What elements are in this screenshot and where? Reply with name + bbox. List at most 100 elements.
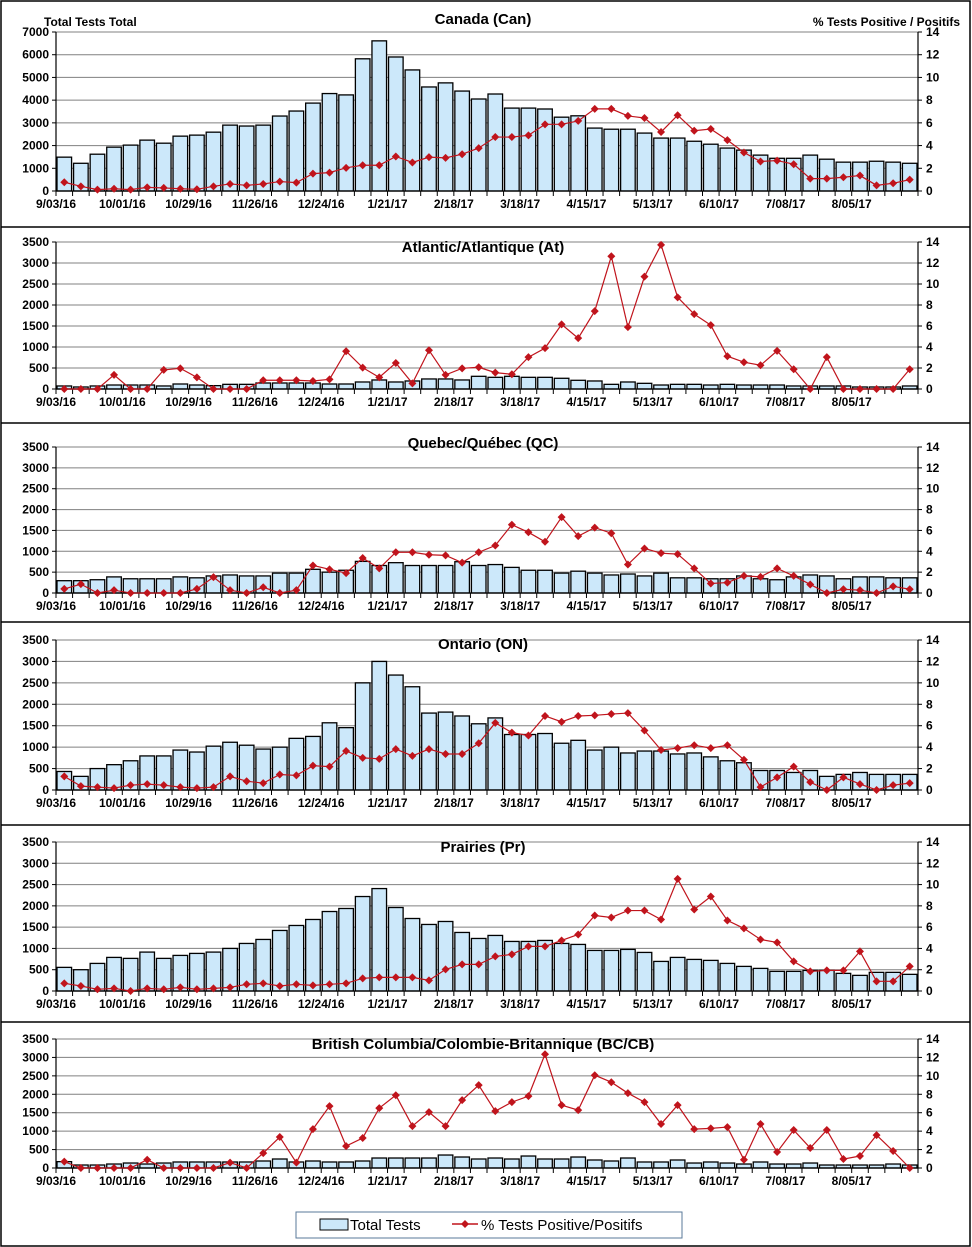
- marker-pct-positive: [159, 589, 168, 597]
- bar-total-tests: [619, 948, 636, 992]
- marker-pct-positive: [640, 1098, 649, 1107]
- x-tick-label: 10/01/16: [99, 395, 146, 409]
- x-tick-label: 7/08/17: [765, 395, 805, 409]
- x-tick-label: 6/10/17: [699, 1174, 739, 1188]
- marker-pct-positive: [391, 548, 400, 557]
- marker-pct-positive: [574, 116, 583, 125]
- marker-pct-positive: [657, 240, 666, 249]
- bar-total-tests: [371, 1157, 388, 1169]
- marker-pct-positive: [723, 578, 732, 587]
- x-tick-label: 2/18/17: [434, 197, 474, 211]
- bar-total-tests: [520, 1155, 537, 1169]
- y-tick-label: 0: [42, 382, 49, 396]
- bar-total-tests: [686, 958, 703, 992]
- y-axis-title: Total Tests Total: [44, 15, 137, 29]
- x-tick-label: 2/18/17: [434, 395, 474, 409]
- y-tick-label: 1000: [22, 544, 49, 558]
- x-tick-label: 6/10/17: [699, 599, 739, 613]
- marker-pct-positive: [756, 783, 765, 792]
- bar-total-tests: [271, 929, 288, 992]
- marker-pct-positive: [408, 158, 417, 167]
- legend: Total Tests % Tests Positive/Positifs: [295, 1211, 683, 1239]
- marker-pct-positive: [126, 185, 135, 194]
- marker-pct-positive: [325, 565, 334, 574]
- marker-pct-positive: [507, 133, 516, 142]
- marker-pct-positive: [822, 966, 831, 975]
- marker-pct-positive: [723, 916, 732, 925]
- marker-pct-positive: [358, 1134, 367, 1143]
- bar-total-tests: [338, 383, 355, 390]
- marker-pct-positive: [623, 111, 632, 120]
- bar-total-tests: [421, 1157, 437, 1169]
- bar-total-tests: [570, 739, 587, 791]
- marker-pct-positive: [259, 376, 268, 385]
- marker-pct-positive: [60, 979, 69, 988]
- marker-pct-positive: [657, 128, 666, 137]
- bar-total-tests: [354, 381, 371, 390]
- x-tick-label: 7/08/17: [765, 796, 805, 810]
- marker-pct-positive: [905, 962, 914, 971]
- marker-pct-positive: [226, 179, 235, 188]
- marker-pct-positive: [607, 529, 616, 538]
- bar-total-tests: [586, 380, 603, 390]
- marker-pct-positive: [491, 1107, 500, 1116]
- marker-pct-positive: [292, 178, 301, 187]
- marker-pct-positive: [474, 739, 483, 748]
- marker-pct-positive: [391, 358, 400, 367]
- marker-pct-positive: [806, 778, 815, 787]
- marker-pct-positive: [822, 786, 831, 794]
- bar-total-tests: [470, 375, 487, 390]
- y-tick-label: 6000: [22, 48, 49, 62]
- x-tick-label: 6/10/17: [699, 395, 739, 409]
- marker-pct-positive: [756, 935, 765, 944]
- marker-pct-positive: [110, 784, 119, 793]
- y-tick-label: 4000: [22, 93, 49, 107]
- marker-pct-positive: [76, 981, 85, 990]
- bar-total-tests: [719, 962, 736, 992]
- marker-pct-positive: [176, 783, 185, 792]
- bar-total-tests: [603, 383, 620, 390]
- y2-axis-title: % Tests Positive / Positifs: [813, 15, 960, 29]
- x-tick-label: 10/01/16: [99, 796, 146, 810]
- y2-tick-label: 4: [926, 139, 933, 153]
- marker-pct-positive: [60, 584, 69, 593]
- marker-pct-positive: [590, 711, 599, 720]
- bar-total-tests: [122, 957, 139, 992]
- x-tick-label: 1/21/17: [368, 796, 408, 810]
- marker-pct-positive: [159, 365, 168, 374]
- marker-pct-positive: [673, 550, 682, 559]
- marker-pct-positive: [110, 586, 119, 595]
- marker-pct-positive: [391, 152, 400, 161]
- marker-pct-positive: [855, 947, 864, 956]
- marker-pct-positive: [242, 1164, 251, 1172]
- bar-total-tests: [636, 382, 653, 390]
- bar-total-tests: [271, 1158, 288, 1169]
- bar-total-tests: [56, 966, 73, 992]
- marker-pct-positive: [855, 780, 864, 789]
- marker-pct-positive: [159, 985, 168, 994]
- marker-pct-positive: [524, 1092, 533, 1101]
- marker-pct-positive: [507, 520, 516, 529]
- y-tick-label: 2000: [22, 899, 49, 913]
- bar-total-tests: [437, 920, 454, 992]
- bar-total-tests: [736, 965, 752, 992]
- marker-pct-positive: [275, 770, 284, 779]
- bar-total-tests: [487, 934, 504, 992]
- y2-tick-label: 6: [926, 319, 933, 333]
- marker-pct-positive: [557, 717, 566, 726]
- marker-pct-positive: [739, 571, 748, 580]
- marker-pct-positive: [491, 368, 500, 377]
- marker-pct-positive: [308, 1125, 317, 1134]
- y-tick-label: 2000: [22, 298, 49, 312]
- marker-pct-positive: [789, 1126, 798, 1135]
- bar-total-tests: [752, 1161, 769, 1169]
- marker-pct-positive: [507, 370, 516, 379]
- bar-total-tests: [537, 732, 553, 791]
- marker-pct-positive: [358, 753, 367, 762]
- x-tick-label: 8/05/17: [832, 997, 872, 1011]
- marker-pct-positive: [275, 589, 284, 597]
- marker-pct-positive: [375, 564, 384, 573]
- bar-total-tests: [387, 56, 404, 192]
- bar-total-tests: [503, 1158, 520, 1169]
- marker-pct-positive: [739, 1155, 748, 1164]
